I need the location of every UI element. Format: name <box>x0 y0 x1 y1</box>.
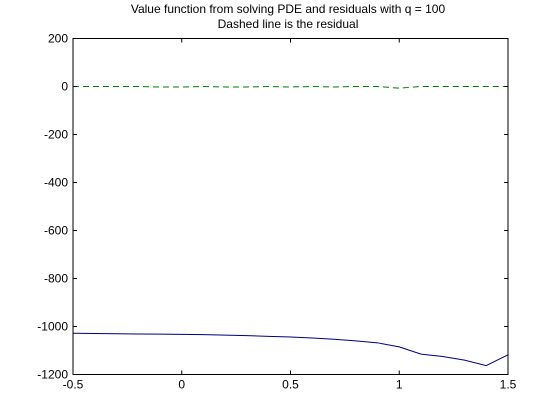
chart-title: Value function from solving PDE and resi… <box>131 2 446 16</box>
y-tick-label: -400 <box>44 176 68 190</box>
axis-ticks: -0.5 0 0.5 1 1.5 200 0 -200 -400 -600 -800 -1000 -12… <box>37 32 516 392</box>
x-tick-label: 1 <box>396 378 403 392</box>
y-tick-label: 200 <box>48 32 68 46</box>
x-tick-label: 0.5 <box>282 378 299 392</box>
y-tick-label: -200 <box>44 128 68 142</box>
x-tick-label: -0.5 <box>63 378 84 392</box>
y-tick-label: -800 <box>44 272 68 286</box>
value-function-series-line <box>72 332 509 367</box>
residual-series-line <box>73 85 508 89</box>
y-tick-label: 0 <box>61 80 68 94</box>
x-tick-label: 0 <box>178 378 185 392</box>
x-tick-label: 1.5 <box>500 378 517 392</box>
chart-subtitle: Dashed line is the residual <box>218 17 359 31</box>
plot-area <box>72 85 509 367</box>
y-tick-label: -1000 <box>37 320 68 334</box>
y-tick-label: -1200 <box>37 368 68 382</box>
y-tick-label: -600 <box>44 224 68 238</box>
